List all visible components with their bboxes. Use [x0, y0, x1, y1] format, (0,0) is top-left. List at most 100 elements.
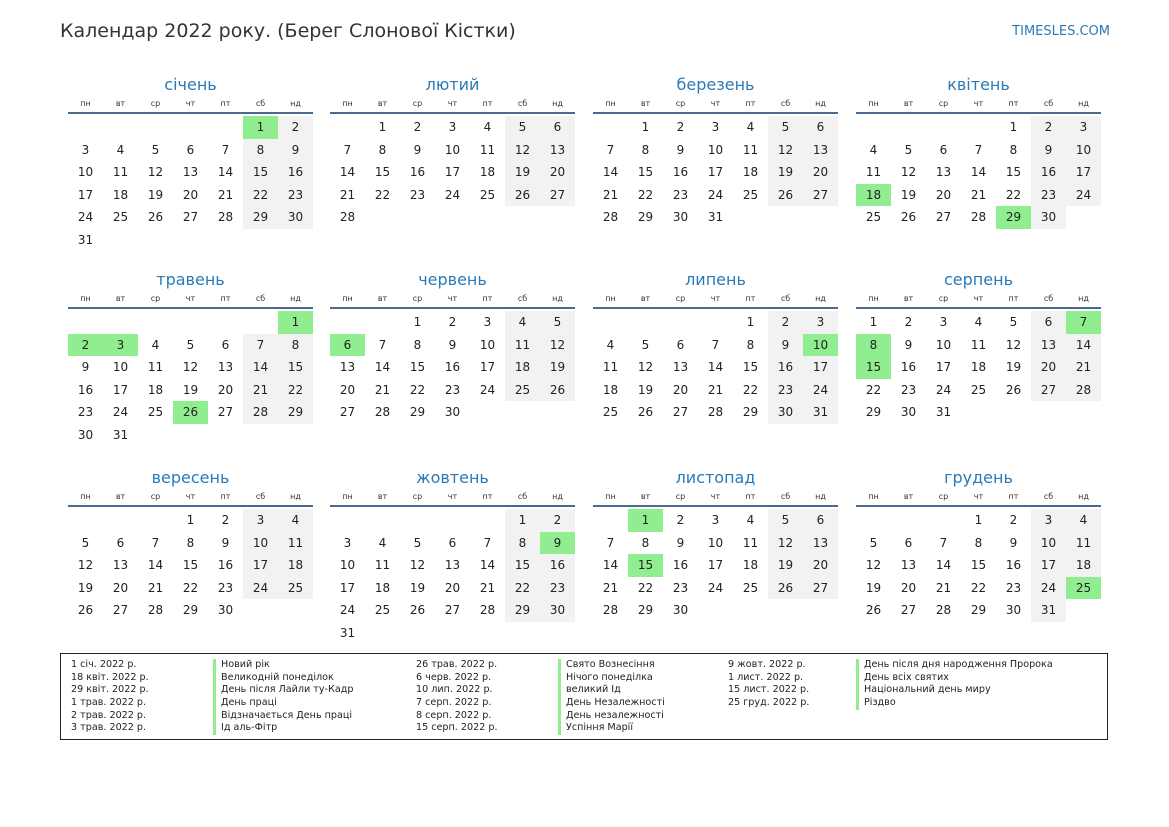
- legend-date: 2 трав. 2022 р.: [71, 709, 147, 721]
- day-cell: 17: [77, 187, 94, 202]
- day-cell: 12: [147, 165, 164, 179]
- day-cell: 9: [1031, 138, 1066, 161]
- day-cell: 25: [374, 603, 391, 617]
- empty-cell: [628, 311, 663, 334]
- day-cell: 5: [641, 337, 650, 352]
- day-cell: 19: [182, 382, 199, 397]
- day-cell: 26: [540, 378, 575, 401]
- day-cell: 28: [602, 603, 619, 617]
- empty-cell: [103, 116, 138, 139]
- weekday-label: чт: [973, 294, 984, 303]
- day-cell: 29: [637, 603, 654, 617]
- day-cell: 13: [540, 138, 575, 161]
- day-cell: 2: [221, 513, 230, 527]
- weekday-label: вт: [115, 492, 126, 501]
- holiday-day-cell: 8: [856, 333, 891, 356]
- month-name: листопад: [675, 468, 756, 487]
- day-cell: 2: [413, 120, 422, 134]
- holiday-day-cell: 9: [540, 531, 575, 554]
- weekday-label: вт: [640, 492, 651, 501]
- weekday-label: нд: [1078, 492, 1089, 501]
- day-cell: 6: [939, 142, 948, 157]
- day-cell: 28: [374, 405, 391, 419]
- weekday-header: пн вт ср чт пт сб нд: [856, 291, 1101, 309]
- day-cell: 14: [147, 558, 164, 572]
- day-cell: 22: [637, 187, 654, 202]
- weekday-label: сб: [255, 99, 266, 108]
- day-cell: 30: [900, 405, 917, 419]
- day-cell: 12: [768, 138, 803, 161]
- day-cell: 15: [1005, 165, 1022, 179]
- legend-date: 3 трав. 2022 р.: [71, 722, 147, 734]
- day-cell: 17: [1066, 161, 1101, 184]
- day-cell: 15: [243, 161, 278, 184]
- day-cell: 21: [243, 378, 278, 401]
- weekday-label: сб: [1043, 492, 1054, 501]
- day-cell: 26: [77, 603, 94, 617]
- day-cell: 11: [865, 165, 882, 179]
- day-cell: 4: [746, 120, 755, 134]
- empty-cell: [593, 509, 628, 532]
- holiday-day-cell: 3: [103, 333, 138, 356]
- weekday-label: чт: [185, 294, 196, 303]
- day-cell: 17: [339, 580, 356, 595]
- day-cell: 18: [374, 580, 391, 595]
- month-1: січень пн вт ср чт пт сб нд 1 2 3 4 5 6 7 8 9 10 11 12 13 14 1…: [68, 74, 313, 251]
- holiday-legend: 1 січ. 2022 р. 18 квіт. 2022 р. 29 квіт. 2…: [60, 653, 1108, 740]
- day-cell: 12: [865, 558, 882, 572]
- empty-cell: [103, 311, 138, 334]
- day-grid: 1 2 3 4 5 6 7 8 9 10 11 12 13 14 15 16 17 18 19 20 21 22 23 24 2…: [856, 311, 1101, 424]
- day-cell: 25: [479, 187, 496, 202]
- day-cell: 9: [448, 337, 457, 352]
- empty-cell: [698, 311, 733, 334]
- day-cell: 12: [77, 558, 94, 572]
- empty-cell: [330, 311, 365, 334]
- weekday-label: ср: [412, 99, 423, 108]
- day-cell: 20: [444, 580, 461, 595]
- holiday-day-cell: 25: [1066, 576, 1101, 599]
- weekday-label: нд: [1078, 294, 1089, 303]
- day-cell: 29: [182, 603, 199, 617]
- weekday-label: нд: [290, 492, 301, 501]
- day-cell: 7: [606, 535, 615, 550]
- day-cell: 31: [77, 232, 94, 247]
- day-cell: 24: [444, 187, 461, 202]
- empty-cell: [663, 311, 698, 334]
- day-cell: 10: [243, 531, 278, 554]
- month-6: червень пн вт ср чт пт сб нд 1 2 3 4 5 6 7 8 9 10 11 12 13 14…: [330, 269, 575, 424]
- day-cell: 30: [278, 206, 313, 229]
- weekday-label: пн: [868, 492, 879, 501]
- day-cell: 13: [339, 360, 356, 374]
- weekday-label: ср: [675, 99, 686, 108]
- weekday-label: сб: [780, 294, 791, 303]
- day-cell: 2: [904, 315, 913, 329]
- holiday-day-cell: 29: [996, 206, 1031, 229]
- day-cell: 9: [904, 337, 913, 352]
- weekday-label: ср: [938, 99, 949, 108]
- legend-date: 15 лист. 2022 р.: [728, 684, 810, 696]
- day-cell: 14: [339, 165, 356, 179]
- weekday-header: пн вт ср чт пт сб нд: [593, 96, 838, 114]
- site-link[interactable]: TIMESLES.COM: [1012, 24, 1110, 39]
- day-cell: 2: [676, 513, 685, 527]
- day-cell: 27: [112, 603, 129, 617]
- day-cell: 22: [409, 382, 426, 397]
- day-cell: 18: [147, 382, 164, 397]
- legend-holiday-name: Різдво: [856, 697, 1053, 710]
- day-cell: 6: [803, 116, 838, 139]
- day-cell: 25: [112, 210, 129, 224]
- day-cell: 4: [869, 142, 878, 157]
- day-cell: 13: [672, 360, 689, 374]
- day-cell: 17: [707, 558, 724, 572]
- day-cell: 28: [147, 603, 164, 617]
- month-name: серпень: [944, 270, 1013, 289]
- day-cell: 14: [707, 360, 724, 374]
- day-cell: 7: [378, 337, 387, 352]
- day-cell: 9: [676, 142, 685, 157]
- legend-holiday-name: Свято Вознесіння: [558, 659, 665, 672]
- weekday-header: пн вт ср чт пт сб нд: [330, 291, 575, 309]
- weekday-label: вт: [640, 294, 651, 303]
- legend-holiday-name: Національний день миру: [856, 684, 1053, 698]
- day-cell: 11: [278, 531, 313, 554]
- day-cell: 11: [112, 165, 129, 179]
